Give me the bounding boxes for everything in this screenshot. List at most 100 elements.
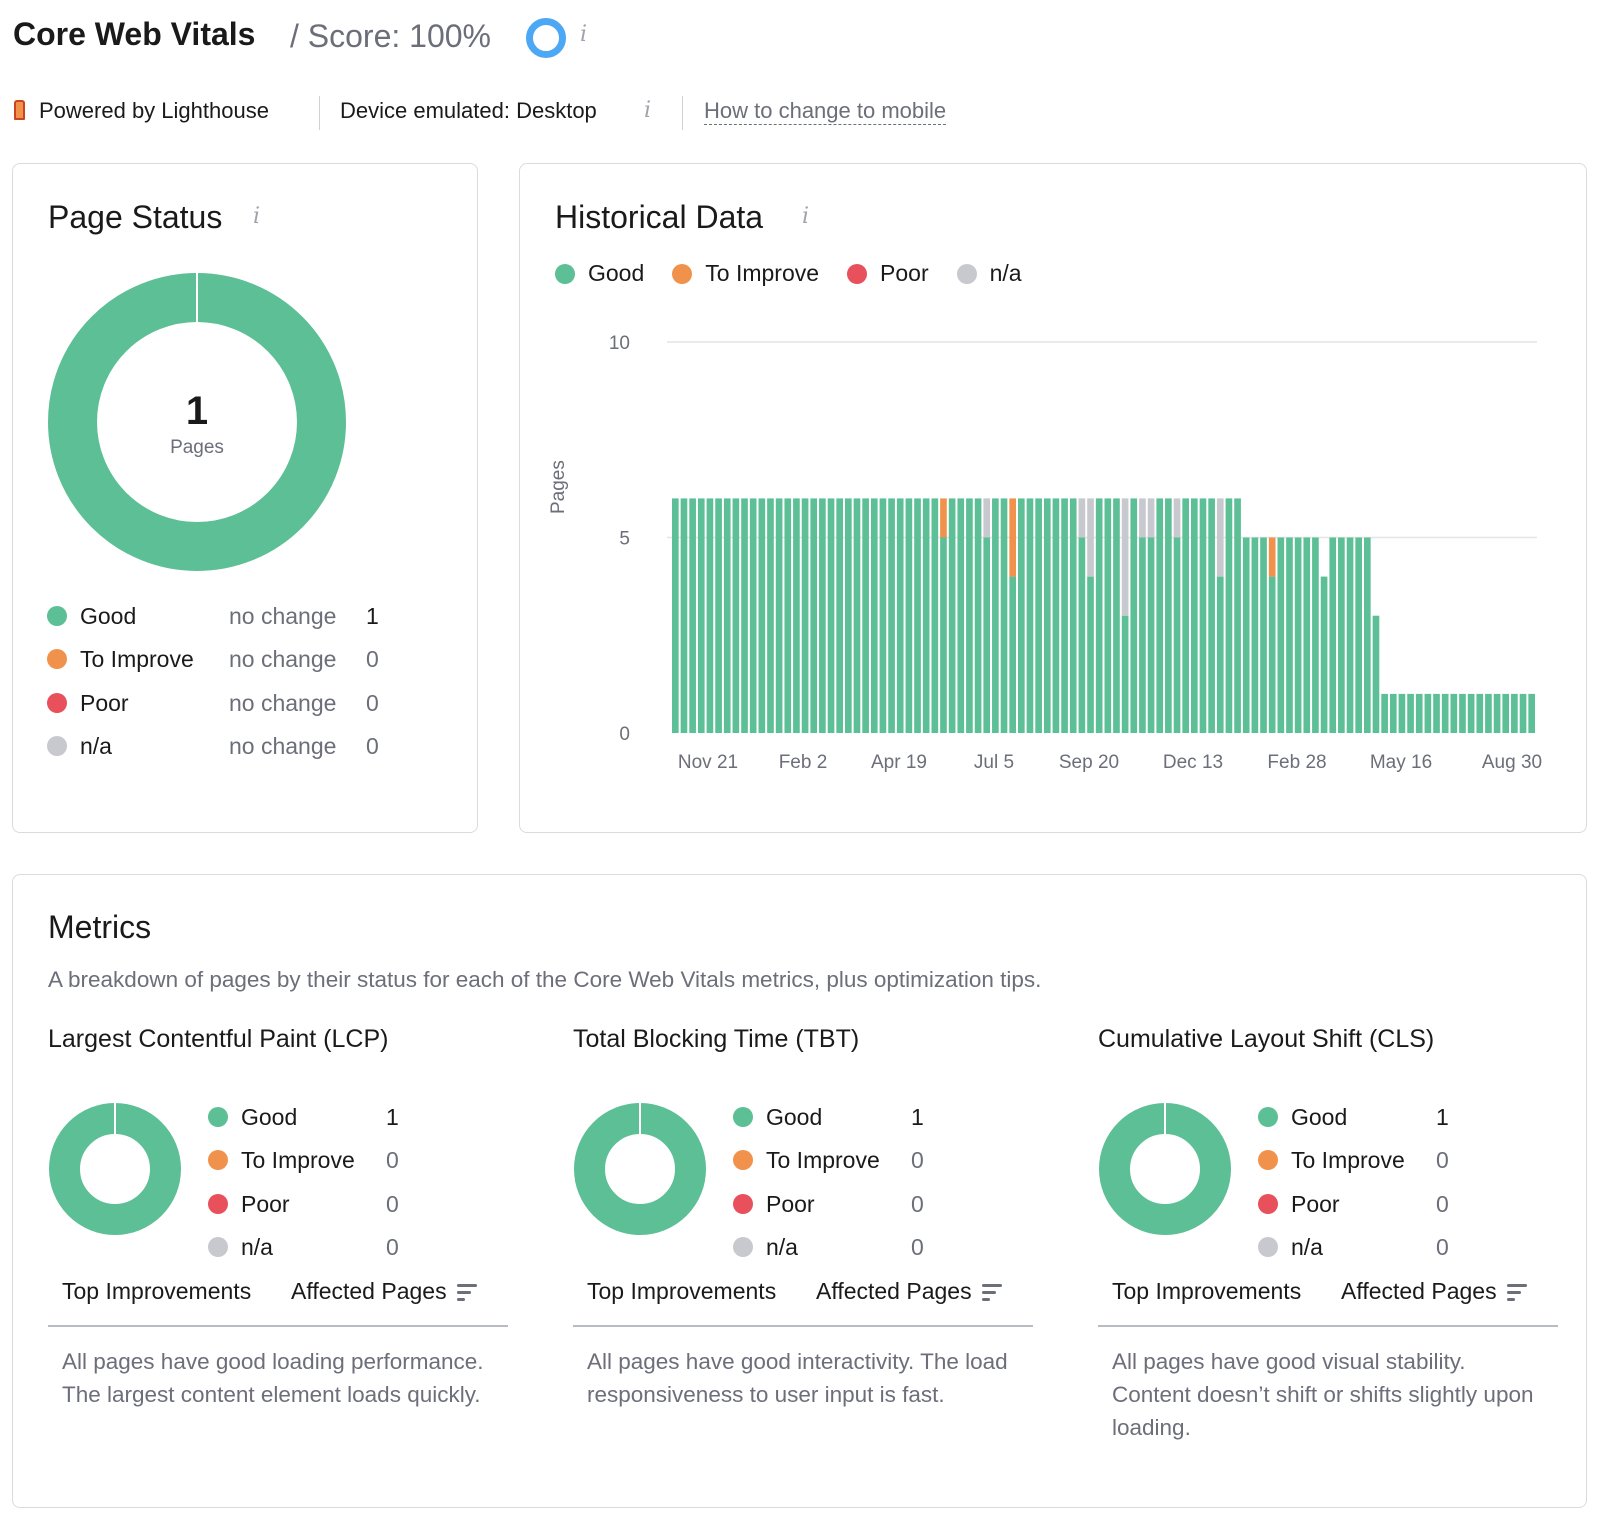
bar-good[interactable] xyxy=(931,498,939,733)
bar-to-improve[interactable] xyxy=(1268,537,1276,577)
bar-good[interactable] xyxy=(801,498,809,733)
tab-top-improvements[interactable]: Top Improvements xyxy=(62,1278,252,1304)
bar-n-a[interactable] xyxy=(1087,498,1094,577)
bar-good[interactable] xyxy=(672,498,679,733)
bar-good[interactable] xyxy=(992,498,999,733)
bar-good[interactable] xyxy=(1260,537,1267,734)
bar-good[interactable] xyxy=(1225,498,1233,733)
bar-good[interactable] xyxy=(732,498,740,733)
bar-good[interactable] xyxy=(767,498,774,733)
bar-good[interactable] xyxy=(940,537,947,734)
tab-affected-pages[interactable]: Affected Pages xyxy=(1341,1278,1527,1305)
bar-good[interactable] xyxy=(966,498,973,733)
bar-good[interactable] xyxy=(1372,615,1380,733)
bar-good[interactable] xyxy=(1095,498,1103,733)
bar-good[interactable] xyxy=(1476,693,1484,733)
bar-good[interactable] xyxy=(819,498,826,733)
bar-good[interactable] xyxy=(1312,537,1319,734)
bar-good[interactable] xyxy=(1165,498,1172,733)
bar-good[interactable] xyxy=(1147,537,1155,734)
tab-top-improvements[interactable]: Top Improvements xyxy=(587,1278,777,1304)
bar-good[interactable] xyxy=(1355,537,1362,734)
bar-good[interactable] xyxy=(723,498,731,733)
bar-good[interactable] xyxy=(827,498,835,733)
bar-good[interactable] xyxy=(948,498,956,733)
bar-good[interactable] xyxy=(1502,693,1510,733)
bar-good[interactable] xyxy=(1121,615,1129,733)
bar-to-improve[interactable] xyxy=(940,498,947,538)
bar-good[interactable] xyxy=(1069,498,1077,733)
bar-good[interactable] xyxy=(1130,498,1138,733)
bar-good[interactable] xyxy=(1182,498,1189,733)
bar-good[interactable] xyxy=(845,498,852,733)
bar-n-a[interactable] xyxy=(1139,498,1146,538)
bar-good[interactable] xyxy=(905,498,913,733)
bar-good[interactable] xyxy=(1381,693,1388,733)
bar-good[interactable] xyxy=(1268,576,1276,733)
bar-good[interactable] xyxy=(870,498,878,733)
bar-good[interactable] xyxy=(914,498,921,733)
sort-icon[interactable] xyxy=(1506,1284,1527,1305)
bar-good[interactable] xyxy=(1043,498,1051,733)
bar-good[interactable] xyxy=(775,498,783,733)
tab-affected-pages[interactable]: Affected Pages xyxy=(291,1278,477,1305)
bar-good[interactable] xyxy=(1156,498,1164,733)
bar-good[interactable] xyxy=(1234,498,1241,733)
bar-to-improve[interactable] xyxy=(1009,498,1016,577)
bar-n-a[interactable] xyxy=(983,498,991,538)
bar-good[interactable] xyxy=(758,498,766,733)
bar-good[interactable] xyxy=(1303,537,1311,734)
bar-good[interactable] xyxy=(1459,693,1466,733)
bar-good[interactable] xyxy=(1018,498,1025,733)
legend-item-good[interactable]: Good xyxy=(555,260,644,287)
bar-good[interactable] xyxy=(1433,693,1440,733)
bar-good[interactable] xyxy=(836,498,843,733)
bar-good[interactable] xyxy=(974,498,982,733)
tab-affected-pages[interactable]: Affected Pages xyxy=(816,1278,1002,1305)
bar-good[interactable] xyxy=(1173,537,1181,734)
bar-good[interactable] xyxy=(1139,537,1146,734)
bar-good[interactable] xyxy=(689,498,696,733)
bar-good[interactable] xyxy=(896,498,904,733)
bar-good[interactable] xyxy=(1208,498,1215,733)
legend-item-n-a[interactable]: n/a xyxy=(956,260,1022,287)
info-icon[interactable]: i xyxy=(644,98,652,123)
bar-n-a[interactable] xyxy=(1078,498,1086,538)
bar-good[interactable] xyxy=(715,498,722,733)
bar-good[interactable] xyxy=(862,498,869,733)
bar-good[interactable] xyxy=(1415,693,1423,733)
bar-good[interactable] xyxy=(1294,537,1302,734)
bar-good[interactable] xyxy=(741,498,748,733)
bar-good[interactable] xyxy=(1338,537,1345,734)
bar-good[interactable] xyxy=(922,498,930,733)
bar-good[interactable] xyxy=(1485,693,1492,733)
bar-good[interactable] xyxy=(810,498,818,733)
bar-good[interactable] xyxy=(1242,537,1250,734)
bar-good[interactable] xyxy=(1035,498,1042,733)
bar-good[interactable] xyxy=(1519,693,1527,733)
bar-good[interactable] xyxy=(1364,537,1371,734)
bar-good[interactable] xyxy=(983,537,991,734)
sort-icon[interactable] xyxy=(981,1284,1002,1305)
bar-good[interactable] xyxy=(1087,576,1094,733)
bar-good[interactable] xyxy=(1052,498,1060,733)
bar-good[interactable] xyxy=(697,498,705,733)
info-icon[interactable]: i xyxy=(253,204,261,229)
bar-good[interactable] xyxy=(1450,693,1458,733)
bar-good[interactable] xyxy=(853,498,861,733)
bar-n-a[interactable] xyxy=(1121,498,1129,616)
bar-n-a[interactable] xyxy=(1173,498,1181,538)
legend-item-to-improve[interactable]: To Improve xyxy=(672,260,819,287)
bar-good[interactable] xyxy=(1407,693,1414,733)
bar-good[interactable] xyxy=(1078,537,1086,734)
bar-good[interactable] xyxy=(793,498,800,733)
bar-good[interactable] xyxy=(1251,537,1259,734)
bar-good[interactable] xyxy=(1398,693,1406,733)
bar-good[interactable] xyxy=(1277,537,1285,734)
bar-good[interactable] xyxy=(1199,498,1207,733)
info-icon[interactable]: i xyxy=(580,22,588,47)
bar-good[interactable] xyxy=(1424,693,1432,733)
legend-item-poor[interactable]: Poor xyxy=(847,260,929,287)
bar-good[interactable] xyxy=(1320,576,1328,733)
bar-good[interactable] xyxy=(1389,693,1397,733)
